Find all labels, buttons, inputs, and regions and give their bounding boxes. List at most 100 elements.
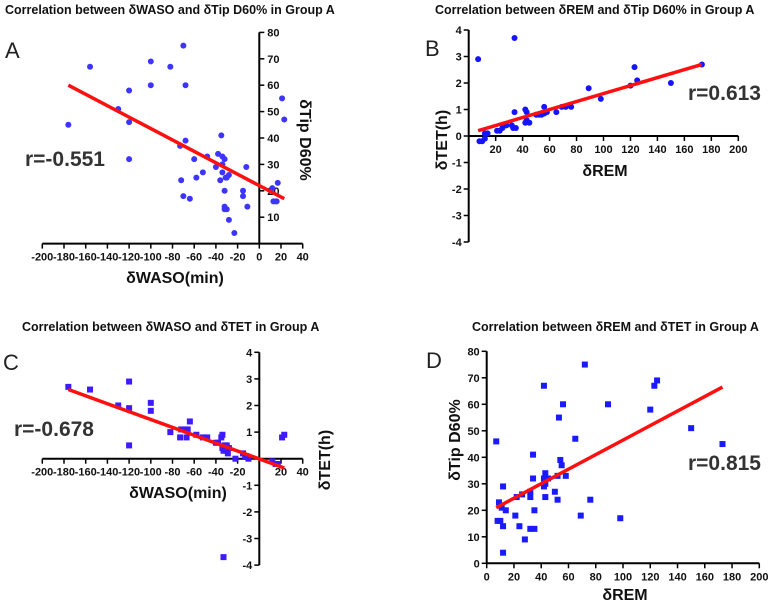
data-point xyxy=(481,135,488,142)
data-point xyxy=(204,434,211,441)
data-point xyxy=(527,525,534,532)
x-tick-label: -40 xyxy=(208,252,224,264)
data-point xyxy=(147,399,154,406)
y-tick-label: 20 xyxy=(467,505,479,517)
data-point xyxy=(511,109,518,116)
x-tick-label: 200 xyxy=(729,144,747,156)
data-point xyxy=(527,488,534,495)
data-point xyxy=(562,472,569,479)
data-point xyxy=(177,434,184,441)
data-point xyxy=(65,121,72,128)
data-point xyxy=(631,64,638,71)
x-tick-label: 180 xyxy=(702,144,720,156)
data-point xyxy=(182,82,189,89)
x-axis-label: δWASO(min) xyxy=(129,485,227,502)
data-point xyxy=(147,58,154,65)
panel-b: Correlation between δREM and δTip D60% i… xyxy=(425,3,761,249)
data-point xyxy=(512,125,519,132)
x-tick-label: 160 xyxy=(675,144,693,156)
y-tick-label: -3 xyxy=(452,211,462,223)
correlation-label: r=-0.678 xyxy=(14,418,94,441)
data-point xyxy=(232,455,239,462)
data-point xyxy=(167,429,174,436)
panel-letter: D xyxy=(426,348,442,373)
y-tick-label: 70 xyxy=(267,54,279,66)
y-tick-label: 0 xyxy=(474,558,480,570)
data-point xyxy=(220,447,227,454)
y-tick-label: -2 xyxy=(452,184,462,196)
x-axis-label: δREM xyxy=(582,163,627,180)
data-point xyxy=(126,405,133,412)
data-point xyxy=(542,480,549,487)
x-tick-label: 40 xyxy=(297,252,309,264)
data-point xyxy=(530,451,537,458)
data-point xyxy=(178,177,185,184)
y-tick-label: -4 xyxy=(243,560,254,572)
data-point xyxy=(555,414,562,421)
data-point xyxy=(475,56,482,63)
y-tick-label: -2 xyxy=(243,507,253,519)
data-point xyxy=(126,156,133,163)
x-tick-label: -80 xyxy=(165,252,181,264)
y-axis-label: δTip D60% xyxy=(296,99,313,180)
data-point xyxy=(225,171,232,178)
x-tick-label: 20 xyxy=(275,252,287,264)
x-tick-label: 20 xyxy=(490,144,502,156)
data-point xyxy=(244,203,251,210)
data-point xyxy=(240,187,247,194)
data-point xyxy=(218,132,225,139)
data-point xyxy=(147,407,154,414)
x-tick-label: -140 xyxy=(96,467,118,479)
data-point xyxy=(279,95,286,102)
data-point xyxy=(65,383,72,390)
data-point xyxy=(554,496,561,503)
x-tick-label: -120 xyxy=(118,252,140,264)
x-tick-label: 60 xyxy=(562,571,574,583)
y-tick-label: 4 xyxy=(246,347,253,359)
data-point xyxy=(167,63,174,70)
data-point xyxy=(557,456,564,463)
x-tick-label: 120 xyxy=(621,144,639,156)
data-point xyxy=(542,470,549,477)
data-point xyxy=(269,185,276,192)
regression-line xyxy=(477,62,703,133)
y-axis-label: δTET(h) xyxy=(434,110,451,170)
y-tick-label: 80 xyxy=(267,27,279,39)
x-tick-label: -20 xyxy=(230,252,246,264)
data-point xyxy=(495,499,502,506)
data-point xyxy=(231,230,238,237)
data-point xyxy=(193,174,200,181)
data-point xyxy=(498,504,505,511)
data-point xyxy=(654,377,661,384)
y-tick-label: -3 xyxy=(243,534,253,546)
data-point xyxy=(243,164,250,171)
data-point xyxy=(617,515,624,522)
data-point xyxy=(199,169,206,176)
data-point xyxy=(180,193,187,200)
data-point xyxy=(587,496,594,503)
x-tick-label: 40 xyxy=(535,571,547,583)
x-tick-label: 40 xyxy=(297,467,309,479)
y-tick-label: 30 xyxy=(467,479,479,491)
y-tick-label: -1 xyxy=(243,480,253,492)
x-tick-label: -160 xyxy=(75,252,97,264)
x-tick-label: 40 xyxy=(516,144,528,156)
x-tick-label: -120 xyxy=(118,467,140,479)
x-tick-label: 200 xyxy=(750,571,768,583)
x-tick-label: 0 xyxy=(484,571,490,583)
data-point xyxy=(605,401,612,408)
data-point xyxy=(527,494,534,501)
x-tick-label: 100 xyxy=(614,571,632,583)
data-point xyxy=(215,150,222,157)
y-tick-label: 60 xyxy=(267,80,279,92)
y-tick-label: 1 xyxy=(456,105,462,117)
data-point xyxy=(240,193,247,200)
correlation-label: r=0.815 xyxy=(688,452,761,475)
data-point xyxy=(572,435,579,442)
y-tick-label: 40 xyxy=(467,452,479,464)
y-tick-label: 80 xyxy=(467,346,479,358)
y-tick-label: 0 xyxy=(456,131,462,143)
chart-title: Correlation between δWASO and δTip D60% … xyxy=(5,3,335,17)
data-point xyxy=(540,475,547,482)
data-point xyxy=(719,441,726,448)
